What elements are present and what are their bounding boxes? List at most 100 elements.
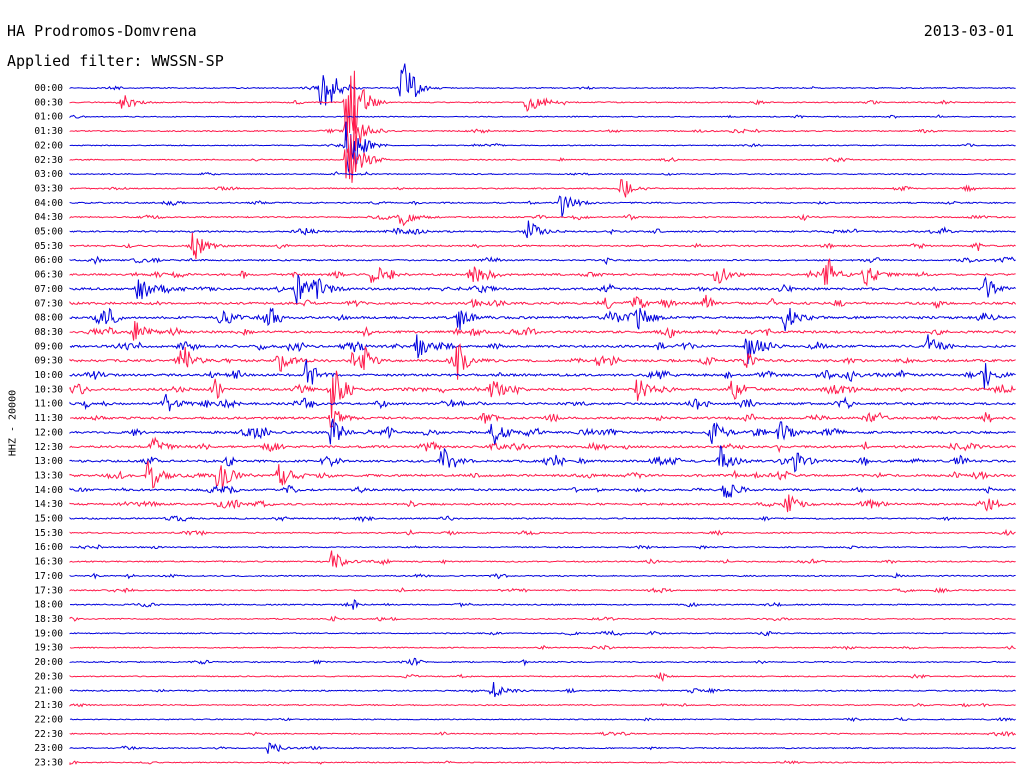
- trace-row: [69, 615, 1016, 622]
- filter-label: Applied filter: WWSSN-SP: [7, 52, 224, 70]
- trace-row: [69, 702, 1016, 708]
- row-time-label: 18:30: [34, 614, 63, 625]
- row-time-label: 08:30: [34, 327, 63, 338]
- trace-row: [69, 599, 1016, 610]
- trace-row: [69, 359, 1016, 389]
- trace-row: [69, 70, 1016, 141]
- row-time-label: 01:30: [34, 126, 63, 137]
- row-time-label: 00:30: [34, 97, 63, 108]
- trace-row: [69, 436, 1016, 454]
- trace-row: [69, 220, 1016, 239]
- row-time-label: 06:30: [34, 270, 63, 281]
- trace-row: [69, 716, 1016, 723]
- row-time-label: 15:00: [34, 514, 63, 525]
- trace-row: [69, 586, 1016, 594]
- station-title: HA Prodromos-Domvrena: [7, 22, 197, 40]
- row-time-label: 14:00: [34, 485, 63, 496]
- row-time-label: 17:30: [34, 585, 63, 596]
- trace-row: [69, 343, 1016, 380]
- trace-row: [69, 682, 1016, 698]
- trace-row: [69, 320, 1017, 341]
- row-time-label: 11:30: [34, 413, 63, 424]
- trace-row: [69, 213, 1016, 227]
- row-time-label: 12:00: [34, 427, 63, 438]
- trace-row: [69, 644, 1016, 651]
- row-time-label: 20:00: [34, 657, 63, 668]
- row-time-label: 21:30: [34, 700, 63, 711]
- trace-row: [69, 98, 1016, 180]
- row-time-label: 07:00: [34, 284, 63, 295]
- row-time-label: 07:30: [34, 298, 63, 309]
- trace-row: [69, 370, 1016, 419]
- trace-row: [69, 63, 1016, 106]
- trace-row: [69, 410, 1016, 428]
- row-time-label: 15:30: [34, 528, 63, 539]
- row-time-label: 23:30: [34, 757, 63, 768]
- row-time-label: 09:30: [34, 356, 63, 367]
- date-label: 2013-03-01: [923, 22, 1014, 40]
- row-time-label: 21:00: [34, 686, 63, 697]
- row-time-label: 19:00: [34, 628, 63, 639]
- trace-row: [69, 393, 1016, 412]
- trace-row: [69, 171, 1016, 177]
- row-time-label: 00:00: [34, 83, 63, 94]
- trace-row: [69, 572, 1016, 580]
- row-time-label: 12:30: [34, 442, 63, 453]
- trace-row: [69, 742, 1016, 754]
- trace-row: [69, 731, 1016, 737]
- row-time-label: 19:30: [34, 643, 63, 654]
- row-time-label: 10:30: [34, 384, 63, 395]
- row-time-label: 22:30: [34, 729, 63, 740]
- trace-row: [69, 484, 1016, 498]
- trace-row: [69, 255, 1016, 266]
- trace-row: [69, 528, 1016, 537]
- row-time-label: 02:00: [34, 140, 63, 151]
- trace-row: [69, 418, 1016, 446]
- trace-row: [69, 121, 1016, 173]
- row-time-label: 04:30: [34, 212, 63, 223]
- row-time-label: 18:00: [34, 600, 63, 611]
- row-time-label: 13:00: [34, 456, 63, 467]
- row-time-label: 04:00: [34, 198, 63, 209]
- trace-row: [69, 274, 1016, 305]
- trace-row: [69, 544, 1016, 550]
- row-time-label: 03:30: [34, 183, 63, 194]
- trace-row: [69, 334, 1016, 364]
- trace-row: [69, 179, 1016, 198]
- row-time-label: 17:00: [34, 571, 63, 582]
- trace-row: [69, 294, 1016, 309]
- trace-row: [69, 629, 1016, 637]
- row-time-label: 11:00: [34, 399, 63, 410]
- row-time-label: 09:00: [34, 341, 63, 352]
- row-time-label: 06:00: [34, 255, 63, 266]
- row-time-label: 16:00: [34, 542, 63, 553]
- trace-row: [69, 307, 1016, 332]
- row-time-label: 05:00: [34, 227, 63, 238]
- trace-row: [69, 760, 1016, 766]
- trace-row: [69, 258, 1016, 287]
- trace-row: [69, 114, 1016, 119]
- row-time-label: 05:30: [34, 241, 63, 252]
- row-time-label: 10:00: [34, 370, 63, 381]
- trace-row: [69, 460, 1016, 490]
- trace-row: [69, 195, 1016, 217]
- row-time-label: 23:00: [34, 743, 63, 754]
- row-time-label: 13:30: [34, 470, 63, 481]
- row-time-label: 22:00: [34, 714, 63, 725]
- row-time-label: 08:00: [34, 313, 63, 324]
- trace-row: [69, 232, 1016, 260]
- trace-row: [69, 444, 1016, 473]
- row-time-label: 20:30: [34, 671, 63, 682]
- trace-row: [69, 515, 1016, 523]
- trace-row: [69, 672, 1016, 682]
- trace-row: [69, 550, 1016, 568]
- row-time-label: 03:00: [34, 169, 63, 180]
- row-time-label: 02:30: [34, 155, 63, 166]
- trace-row: [69, 657, 1016, 667]
- row-time-label: 01:00: [34, 112, 63, 123]
- trace-row: [69, 494, 1016, 513]
- trace-row: [69, 134, 1016, 183]
- row-time-label: 16:30: [34, 557, 63, 568]
- row-time-label: 14:30: [34, 499, 63, 510]
